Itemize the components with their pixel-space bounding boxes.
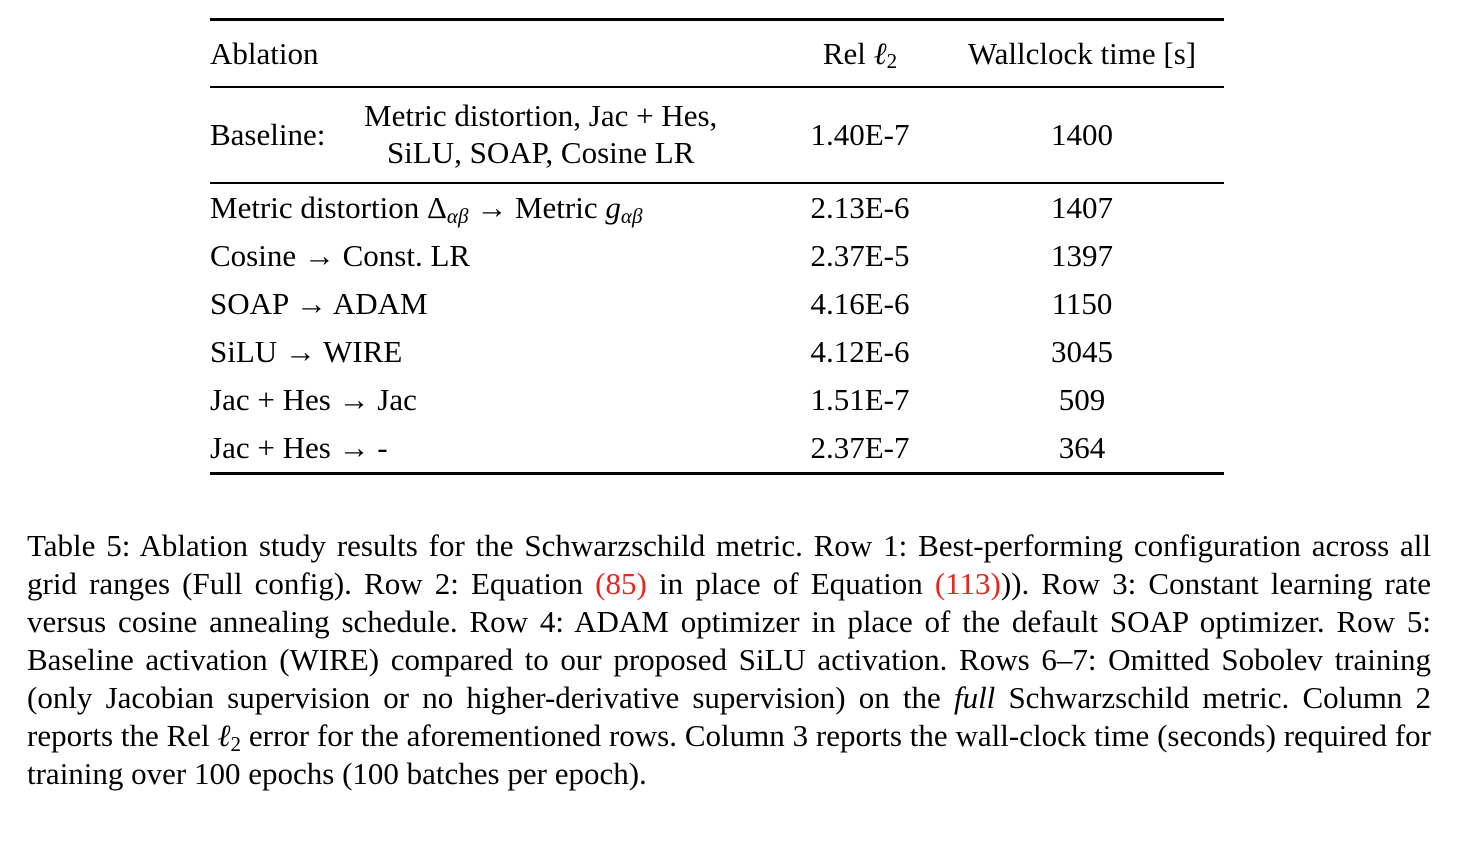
baseline-config-line1: Metric distortion, Jac + Hes, xyxy=(364,98,718,134)
text-run: Cosine → Const. LR xyxy=(210,238,471,273)
baseline-row: Baseline: Metric distortion, Jac + Hes, … xyxy=(210,88,1224,182)
rel-l2-cell: 2.37E-7 xyxy=(810,430,910,465)
text-run: Rel xyxy=(822,35,874,71)
ablation-cell: Jac + Hes → - xyxy=(210,430,780,466)
col-header-ablation: Ablation xyxy=(210,36,780,72)
table-row: SiLU → WIRE 4.12E-6 3045 xyxy=(210,328,1224,376)
table-mid-rule xyxy=(210,182,1224,184)
rel-l2-cell: 4.12E-6 xyxy=(810,334,910,369)
equation-link[interactable]: (113) xyxy=(934,566,1001,601)
text-run: Δ xyxy=(426,190,447,225)
rel-l2-cell: 4.16E-6 xyxy=(810,286,910,321)
table-body: Metric distortion Δαβ → Metric gαβ 2.13E… xyxy=(210,184,1224,472)
ablation-cell: Jac + Hes → Jac xyxy=(210,382,780,418)
table-row: SOAP → ADAM 4.16E-6 1150 xyxy=(210,280,1224,328)
text-run: ℓ xyxy=(873,35,887,71)
wallclock-cell: 1397 xyxy=(1051,238,1113,273)
wallclock-cell: 509 xyxy=(1058,382,1106,417)
text-run: Jac + Hes → Jac xyxy=(210,382,417,417)
table-header-rule xyxy=(210,86,1224,88)
col-header-wallclock: Wallclock time [s] xyxy=(940,36,1224,72)
text-run: → Metric xyxy=(468,190,606,225)
text-run: Table 5: Ablation study results for the … xyxy=(27,528,1431,601)
text-run: SOAP → ADAM xyxy=(210,286,428,321)
ablation-cell: SOAP → ADAM xyxy=(210,286,780,322)
table-caption: Table 5: Ablation study results for the … xyxy=(27,527,1431,793)
wallclock-cell: 3045 xyxy=(1051,334,1113,369)
text-run: Wallclock time [s] xyxy=(967,35,1197,71)
text-run: SiLU → WIRE xyxy=(210,334,403,369)
subscript-text: 2 xyxy=(230,731,242,756)
table-top-rule xyxy=(210,18,1224,21)
baseline-config: Metric distortion, Jac + Hes, SiLU, SOAP… xyxy=(325,98,780,171)
baseline-wallclock: 1400 xyxy=(1051,117,1113,152)
text-run: Metric distortion xyxy=(210,190,427,225)
baseline-config-line2: SiLU, SOAP, Cosine LR xyxy=(386,135,695,170)
text-run: Ablation xyxy=(210,35,319,71)
wallclock-cell: 364 xyxy=(1058,430,1106,465)
ablation-cell: Metric distortion Δαβ → Metric gαβ xyxy=(210,190,780,226)
col-header-rel-l2: Rel ℓ2 xyxy=(780,36,940,72)
text-run: error for the aforementioned rows. Colum… xyxy=(27,718,1431,791)
table-row: Jac + Hes → - 2.37E-7 364 xyxy=(210,424,1224,472)
rel-l2-cell: 1.51E-7 xyxy=(810,382,910,417)
baseline-rel-l2: 1.40E-7 xyxy=(810,117,910,152)
text-run: )). Row 3: Constant learning rate versus… xyxy=(27,566,1431,715)
table-row: Metric distortion Δαβ → Metric gαβ 2.13E… xyxy=(210,184,1224,232)
table-header-row: Ablation Rel ℓ2 Wallclock time [s] xyxy=(210,21,1224,86)
equation-link[interactable]: (85) xyxy=(595,566,647,601)
text-run: Schwarzschild metric. Column 2 reports t… xyxy=(27,680,1431,753)
baseline-cell: Baseline: Metric distortion, Jac + Hes, … xyxy=(210,98,780,171)
ablation-table: Ablation Rel ℓ2 Wallclock time [s] Basel… xyxy=(210,18,1224,475)
ablation-cell: Cosine → Const. LR xyxy=(210,238,780,274)
subscript-text: αβ xyxy=(620,203,643,228)
table-row: Cosine → Const. LR 2.37E-5 1397 xyxy=(210,232,1224,280)
text-run: full xyxy=(953,680,996,715)
text-run: in place of Equation xyxy=(646,566,935,601)
text-run: ℓ xyxy=(217,718,231,753)
baseline-label: Baseline: xyxy=(210,117,326,152)
text-run: g xyxy=(605,190,621,225)
text-run: Jac + Hes → - xyxy=(210,430,388,465)
subscript-text: 2 xyxy=(886,49,898,74)
wallclock-cell: 1407 xyxy=(1051,190,1113,225)
table-row: Jac + Hes → Jac 1.51E-7 509 xyxy=(210,376,1224,424)
subscript-text: αβ xyxy=(446,203,469,228)
rel-l2-cell: 2.37E-5 xyxy=(810,238,910,273)
table-bottom-rule xyxy=(210,472,1224,475)
ablation-cell: SiLU → WIRE xyxy=(210,334,780,370)
rel-l2-cell: 2.13E-6 xyxy=(810,190,910,225)
wallclock-cell: 1150 xyxy=(1051,286,1113,321)
